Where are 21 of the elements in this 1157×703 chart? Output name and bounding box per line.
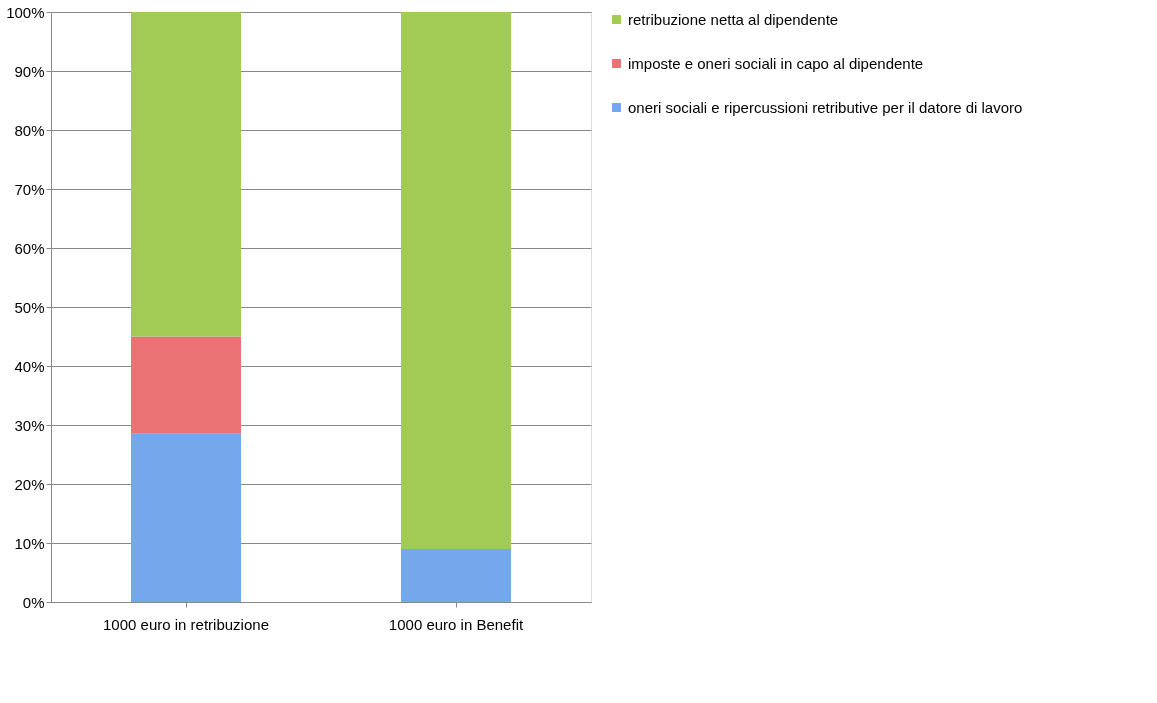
bar bbox=[131, 336, 241, 434]
x-tick-label: 1000 euro in retribuzione bbox=[103, 615, 269, 633]
legend-label: retribuzione netta al dipendente bbox=[628, 10, 839, 28]
y-tick-label: 30% bbox=[14, 416, 45, 434]
bar bbox=[401, 548, 511, 602]
legend-label: oneri sociali e ripercussioni retributive per il datore di lavoro bbox=[628, 98, 1023, 116]
y-tick-label: 80% bbox=[14, 121, 45, 139]
y-tick-label: 0% bbox=[22, 593, 45, 611]
x-tick-label: 1000 euro in Benefit bbox=[388, 615, 524, 633]
legend-label: imposte e oneri sociali in capo al dipendente bbox=[628, 54, 924, 72]
y-tick-label: 10% bbox=[14, 534, 45, 552]
y-tick-label: 100% bbox=[6, 3, 45, 21]
y-tick-label: 50% bbox=[14, 298, 45, 316]
y-tick-label: 40% bbox=[14, 357, 45, 375]
bar bbox=[131, 12, 241, 337]
y-tick-label: 60% bbox=[14, 239, 45, 257]
bar bbox=[131, 433, 241, 602]
y-tick-label: 70% bbox=[14, 180, 45, 198]
bar bbox=[401, 12, 511, 549]
y-tick-label: 20% bbox=[14, 475, 45, 493]
y-tick-label: 90% bbox=[14, 62, 45, 80]
